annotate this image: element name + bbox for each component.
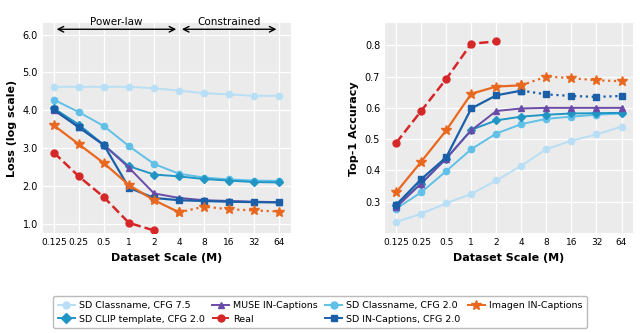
Y-axis label: Loss (log scale): Loss (log scale) — [7, 80, 17, 177]
Text: Constrained: Constrained — [198, 17, 261, 27]
X-axis label: Dataset Scale (M): Dataset Scale (M) — [111, 252, 222, 262]
X-axis label: Dataset Scale (M): Dataset Scale (M) — [453, 252, 564, 262]
Text: Power-law: Power-law — [90, 17, 143, 27]
Y-axis label: Top-1 Accuracy: Top-1 Accuracy — [349, 81, 359, 175]
Legend: SD Classname, CFG 7.5, SD CLIP template, CFG 2.0, MUSE IN-Captions, Real, SD Cla: SD Classname, CFG 7.5, SD CLIP template,… — [53, 296, 587, 328]
